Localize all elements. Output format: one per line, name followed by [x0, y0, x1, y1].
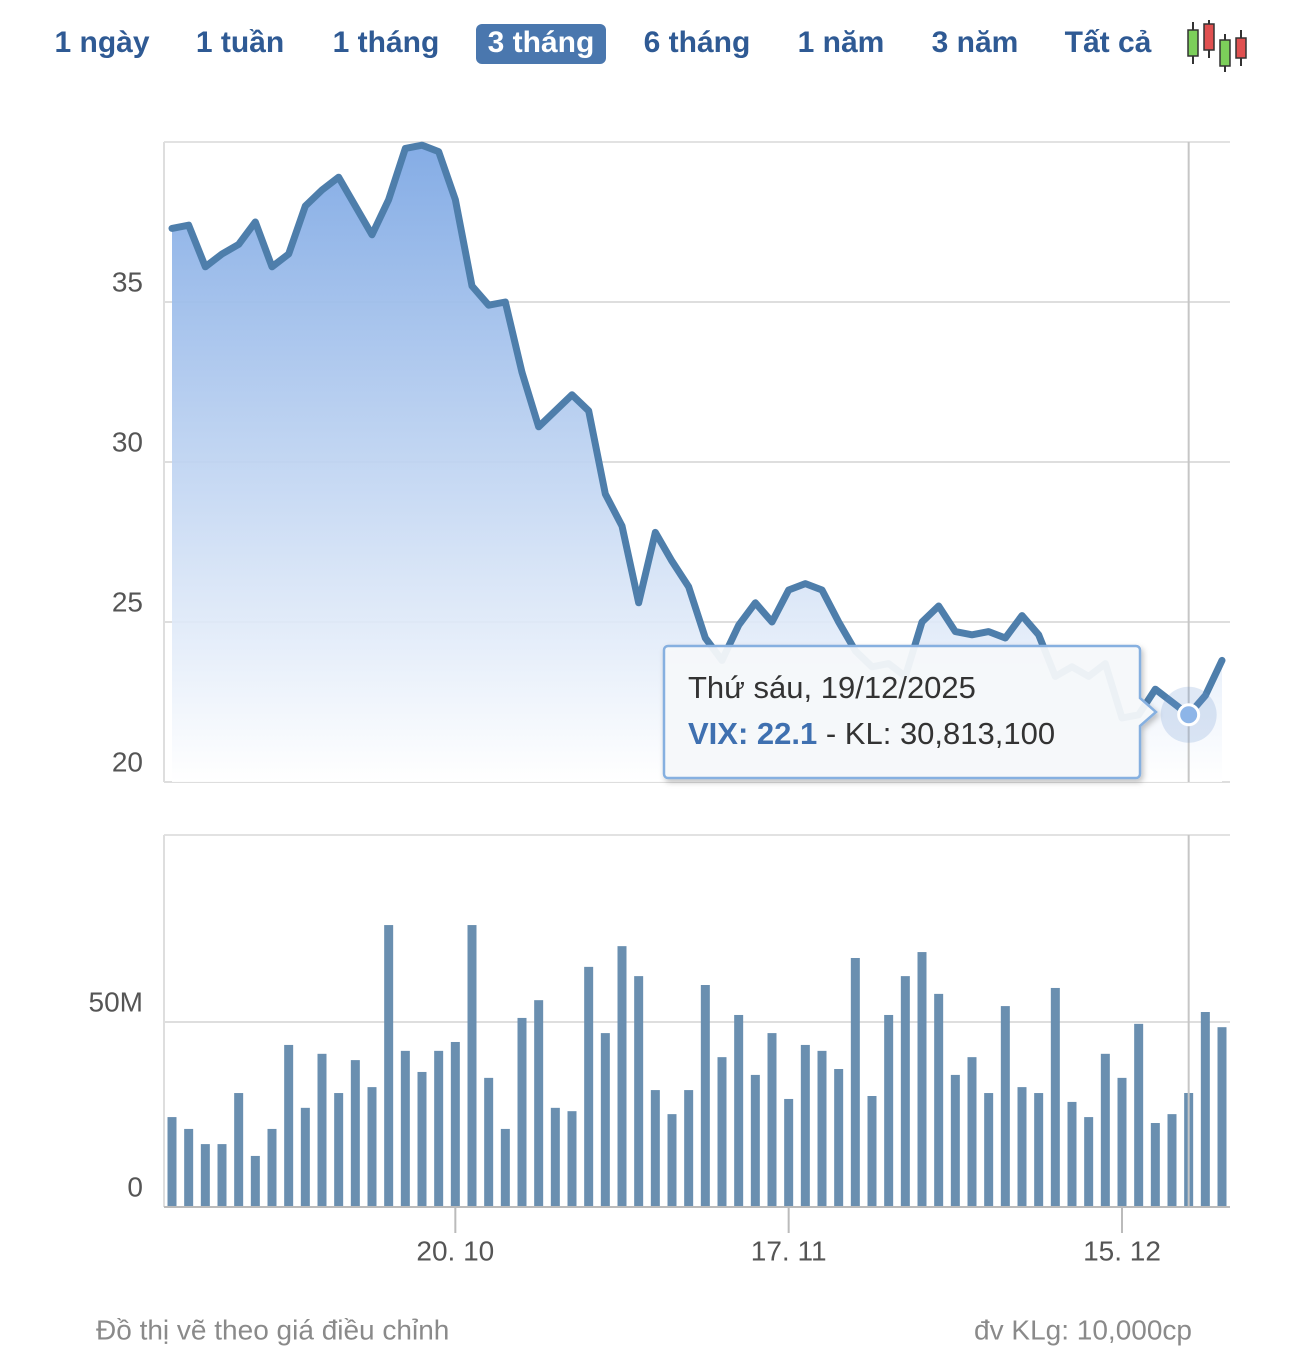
- volume-bar: [967, 1057, 977, 1207]
- range-button[interactable]: 1 tuần: [196, 26, 284, 59]
- volume-bar: [1134, 1023, 1144, 1207]
- volume-bar: [1000, 1006, 1010, 1207]
- range-button[interactable]: Tất cả: [1065, 26, 1152, 59]
- volume-bar: [817, 1050, 827, 1207]
- volume-bar: [517, 1017, 527, 1207]
- tooltip-line: VIX: 22.1 - KL: 30,813,100: [688, 716, 1055, 751]
- volume-bar: [1200, 1012, 1210, 1207]
- volume-bar: [950, 1074, 960, 1207]
- volume-bar: [1100, 1053, 1110, 1207]
- volume-bar: [284, 1044, 294, 1207]
- volume-bar: [734, 1014, 744, 1207]
- volume-bar: [934, 993, 944, 1207]
- area-fill: [172, 145, 1222, 782]
- volume-bar: [1084, 1117, 1094, 1207]
- volume-bar: [184, 1128, 194, 1207]
- volume-bar: [1050, 987, 1060, 1207]
- footer-unit: đv KLg: 10,000cp: [974, 1314, 1192, 1345]
- x-tick-label: 20. 10: [416, 1235, 494, 1266]
- volume-bar: [667, 1114, 677, 1207]
- range-button[interactable]: 6 tháng: [644, 26, 751, 59]
- volume-bar: [1067, 1101, 1077, 1207]
- tooltip-series-label: VIX: 22.1: [688, 716, 817, 751]
- volume-bar: [1017, 1087, 1027, 1207]
- volume-bar: [984, 1093, 994, 1207]
- volume-bar: [1117, 1077, 1127, 1207]
- volume-bar: [250, 1155, 260, 1207]
- volume-bar: [884, 1014, 894, 1207]
- icon-candle: [1187, 29, 1199, 57]
- volume-bar: [417, 1071, 427, 1207]
- range-button[interactable]: 1 năm: [798, 26, 885, 59]
- y-tick-label: 20: [112, 746, 143, 777]
- volume-bar: [700, 985, 710, 1207]
- volume-bar: [717, 1057, 727, 1207]
- volume-bar: [617, 946, 627, 1207]
- volume-bar: [434, 1050, 444, 1207]
- volume-bar: [917, 952, 927, 1207]
- volume-bar: [467, 925, 477, 1207]
- y-tick-label: 50M: [89, 986, 143, 1017]
- volume-bar: [200, 1144, 210, 1207]
- volume-bar: [684, 1090, 694, 1207]
- volume-bar: [384, 925, 394, 1207]
- volume-bar: [900, 976, 910, 1207]
- volume-bar: [834, 1068, 844, 1207]
- volume-bar: [767, 1033, 777, 1207]
- volume-bar: [317, 1053, 327, 1207]
- y-tick-label: 30: [112, 426, 143, 457]
- footer-note: Đồ thị vẽ theo giá điều chỉnh: [96, 1314, 449, 1345]
- hover-point: [1177, 703, 1201, 727]
- volume-bar: [234, 1093, 244, 1207]
- volume-bar: [267, 1128, 277, 1207]
- x-tick-label: 17. 11: [751, 1235, 827, 1266]
- y-tick-label: 35: [112, 266, 143, 297]
- range-button-selected-bg[interactable]: [476, 24, 606, 64]
- range-button[interactable]: 3 năm: [932, 26, 1019, 59]
- icon-candle: [1219, 39, 1231, 67]
- x-tick-label: 15. 12: [1083, 1235, 1161, 1266]
- volume-bar: [634, 976, 644, 1207]
- candlestick-icon[interactable]: [1187, 20, 1247, 72]
- volume-bar: [567, 1111, 577, 1207]
- range-button[interactable]: 1 ngày: [54, 26, 149, 59]
- volume-bar: [584, 966, 594, 1207]
- volume-bar: [750, 1074, 760, 1207]
- volume-bar: [1167, 1114, 1177, 1207]
- volume-bar: [600, 1033, 610, 1207]
- volume-bar: [334, 1093, 344, 1207]
- range-button[interactable]: 3 tháng: [488, 26, 595, 59]
- volume-bar: [400, 1050, 410, 1207]
- volume-bar: [367, 1087, 377, 1207]
- volume-bar: [534, 1000, 544, 1207]
- y-tick-label: 0: [127, 1171, 143, 1202]
- volume-bar: [1150, 1123, 1160, 1207]
- volume-bar: [800, 1044, 810, 1207]
- volume-bar: [850, 957, 860, 1207]
- volume-bar: [1217, 1027, 1227, 1207]
- volume-bar: [550, 1107, 560, 1207]
- tooltip-box: [662, 644, 1158, 780]
- volume-bar: [450, 1041, 460, 1207]
- volume-bar: [484, 1077, 494, 1207]
- volume-bar: [1034, 1093, 1044, 1207]
- y-tick-label: 25: [112, 586, 143, 617]
- tooltip: [662, 644, 1158, 780]
- tooltip-detail: - KL: 30,813,100: [817, 716, 1055, 751]
- icon-candle: [1235, 37, 1247, 59]
- volume-bar: [350, 1060, 360, 1207]
- icon-candle: [1203, 23, 1215, 51]
- volume-bar: [300, 1107, 310, 1207]
- volume-bar: [784, 1098, 794, 1207]
- range-button[interactable]: 1 tháng: [333, 26, 440, 59]
- volume-bar: [650, 1090, 660, 1207]
- volume-bar: [500, 1128, 510, 1207]
- volume-bar: [867, 1096, 877, 1207]
- volume-bar: [217, 1144, 227, 1207]
- tooltip-title: Thứ sáu, 19/12/2025: [688, 670, 976, 705]
- volume-bar: [167, 1117, 177, 1207]
